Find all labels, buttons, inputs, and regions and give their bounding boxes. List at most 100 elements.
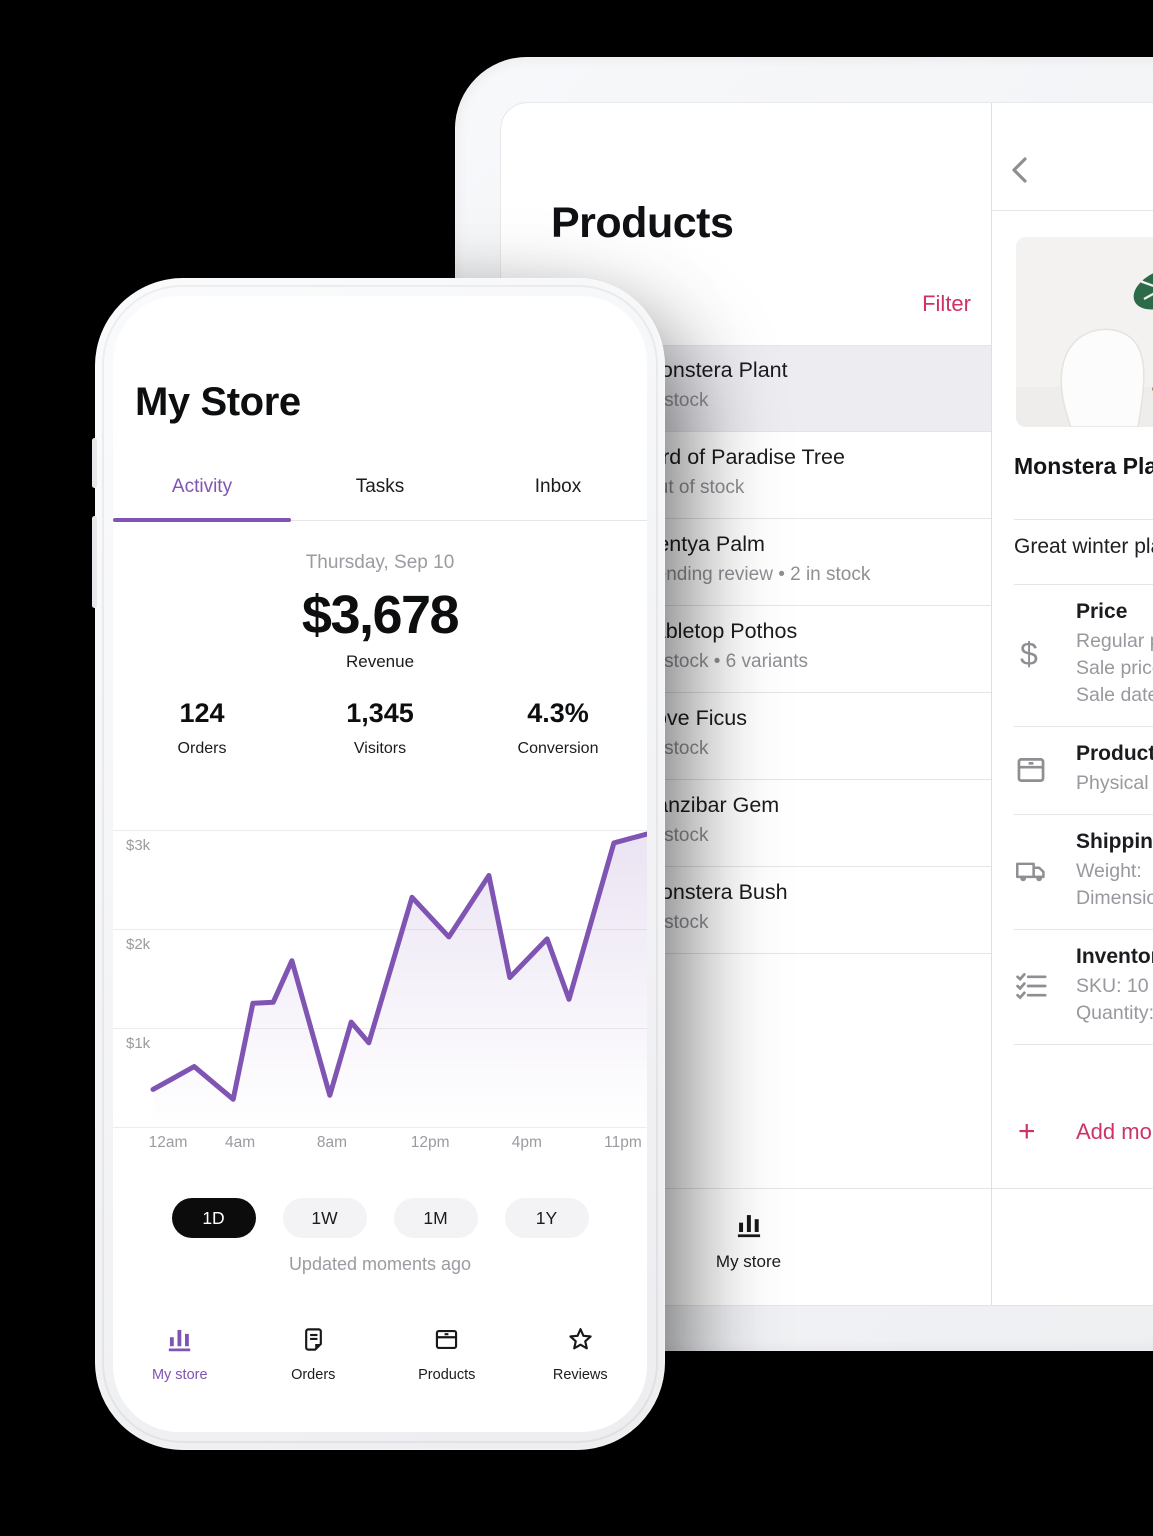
nav-label: Reviews <box>552 1367 608 1383</box>
back-chevron-icon[interactable] <box>1006 155 1036 185</box>
detail-section-inventory[interactable]: Inventory SKU: 10 Quantity: <box>1014 930 1153 1045</box>
product-detail-panel: Monstera Plant Great winter plant $ Pric… <box>991 103 1153 1305</box>
x-axis-tick: 4am <box>225 1134 256 1151</box>
y-axis-tick: $1k <box>126 1035 151 1052</box>
products-box-icon <box>1014 753 1076 787</box>
bar-chart-icon <box>735 1211 763 1239</box>
x-axis-tick: 8am <box>316 1134 348 1151</box>
x-axis-tick: 4pm <box>511 1134 542 1151</box>
updated-status: Updated moments ago <box>288 1254 472 1274</box>
bottom-navigation: My store Orders Products <box>113 1326 647 1383</box>
product-name: Zanzibar Gem <box>643 793 780 817</box>
product-status: Pending review • 2 in stock <box>643 564 871 585</box>
divider <box>992 1188 1153 1189</box>
x-axis-tick: 12pm <box>410 1134 450 1151</box>
add-more-label: Add more <box>1076 1119 1153 1144</box>
detail-section-shipping[interactable]: Shipping Weight: Dimensions: <box>1014 815 1153 930</box>
product-row-bird-of-paradise[interactable]: Bird of Paradise Tree Out of stock <box>501 432 991 519</box>
stat-label: Orders <box>177 740 227 757</box>
filter-button[interactable]: Filter <box>922 291 971 316</box>
section-line: Regular price <box>1076 630 1153 652</box>
y-axis-tick: $3k <box>126 837 151 854</box>
product-status: In stock • 6 variants <box>643 651 809 672</box>
detail-sections: $ Price Regular price Sale price Sale da… <box>1014 585 1153 1045</box>
section-title: Price <box>1076 600 1128 623</box>
revenue-label: Revenue <box>345 652 415 671</box>
section-line: Quantity: <box>1076 1002 1153 1024</box>
x-axis-tick: 11pm <box>604 1134 642 1151</box>
nav-orders[interactable]: Orders <box>247 1326 381 1383</box>
checklist-icon <box>1014 969 1076 1003</box>
nav-products[interactable]: Products <box>380 1326 514 1383</box>
section-title: Shipping <box>1076 830 1153 853</box>
revenue-chart: $3k $2k $1k <box>113 820 647 1129</box>
x-axis-labels: 12am 4am 8am 12pm 4pm 11pm <box>113 1134 647 1156</box>
volume-button <box>92 516 97 608</box>
detail-product-title: Monstera Plant <box>1014 453 1153 479</box>
detail-header <box>992 103 1153 211</box>
nav-label: My store <box>151 1367 208 1383</box>
add-more-button[interactable]: + Add more <box>1014 1115 1153 1149</box>
product-name: Love Ficus <box>643 706 747 730</box>
range-1y-button[interactable]: 1Y <box>504 1198 589 1238</box>
section-line: Physical product <box>1076 772 1153 794</box>
nav-reviews[interactable]: Reviews <box>514 1326 648 1383</box>
chart-line-svg <box>150 831 647 1129</box>
bar-chart-icon <box>166 1326 193 1353</box>
detail-product-description[interactable]: Great winter plant <box>1014 535 1153 558</box>
stat-label: Conversion <box>517 740 599 757</box>
detail-section-price[interactable]: $ Price Regular price Sale price Sale da… <box>1014 585 1153 727</box>
tab-bar: Activity Tasks Inbox <box>113 454 647 522</box>
products-box-icon <box>433 1326 460 1353</box>
tablet-tab-my-store[interactable]: My store <box>691 1211 806 1272</box>
product-name: Tabletop Pothos <box>643 619 798 643</box>
section-title: Inventory <box>1076 945 1153 968</box>
tab-tasks[interactable]: Tasks <box>355 476 405 497</box>
nav-my-store[interactable]: My store <box>113 1326 247 1383</box>
product-photo <box>1016 237 1153 427</box>
range-1m-button[interactable]: 1M <box>393 1198 478 1238</box>
section-line: Sale price <box>1076 657 1153 679</box>
tab-inbox[interactable]: Inbox <box>534 476 582 497</box>
detail-section-product-type[interactable]: Product Physical product <box>1014 727 1153 815</box>
stat-value: 4.3% <box>527 698 589 728</box>
nav-label: Orders <box>291 1367 336 1383</box>
section-line: Weight: <box>1076 860 1142 882</box>
stat-label: Visitors <box>353 740 407 757</box>
truck-icon <box>1014 854 1076 888</box>
stats-row: 124 Orders 1,345 Visitors 4.3% Conversio… <box>113 698 647 758</box>
summary-date: Thursday, Sep 10 <box>305 552 455 573</box>
product-name: Bird of Paradise Tree <box>643 445 845 469</box>
product-status: In stock <box>643 912 709 933</box>
volume-button <box>92 438 97 488</box>
gridline <box>113 929 647 930</box>
products-page-title: Products <box>551 199 734 247</box>
range-selector: 1D 1W 1M 1Y <box>113 1198 647 1238</box>
list-footer-divider <box>501 1188 991 1189</box>
phone-device: My Store Activity Tasks Inbox Thursday, … <box>92 278 665 1450</box>
product-status: Out of stock <box>643 477 745 498</box>
store-title: My Store <box>135 380 301 424</box>
x-axis-tick: 12am <box>148 1134 188 1151</box>
tab-activity[interactable]: Activity <box>113 454 291 522</box>
gridline <box>113 830 647 831</box>
star-icon <box>567 1326 594 1353</box>
stat-value: 1,345 <box>346 698 414 728</box>
product-name: Monstera Plant <box>643 358 788 382</box>
stat-orders: 124 Orders <box>113 698 291 758</box>
product-name: Monstera Bush <box>643 880 788 904</box>
stat-conversion: 4.3% Conversion <box>469 698 647 758</box>
plus-icon: + <box>1018 1115 1036 1148</box>
stat-value: 124 <box>179 698 225 728</box>
orders-document-icon <box>300 1326 327 1353</box>
y-axis-tick: $2k <box>126 936 151 953</box>
section-line: Sale dates <box>1076 684 1153 706</box>
section-title: Product <box>1076 742 1153 765</box>
range-1d-button[interactable]: 1D <box>171 1198 256 1238</box>
revenue-value: $3,678 <box>301 585 460 645</box>
phone-screen: My Store Activity Tasks Inbox Thursday, … <box>113 296 647 1432</box>
range-1w-button[interactable]: 1W <box>282 1198 367 1238</box>
product-name: Kentya Palm <box>643 532 765 556</box>
product-row-tabletop-pothos[interactable]: Tabletop Pothos In stock • 6 variants <box>501 606 991 693</box>
